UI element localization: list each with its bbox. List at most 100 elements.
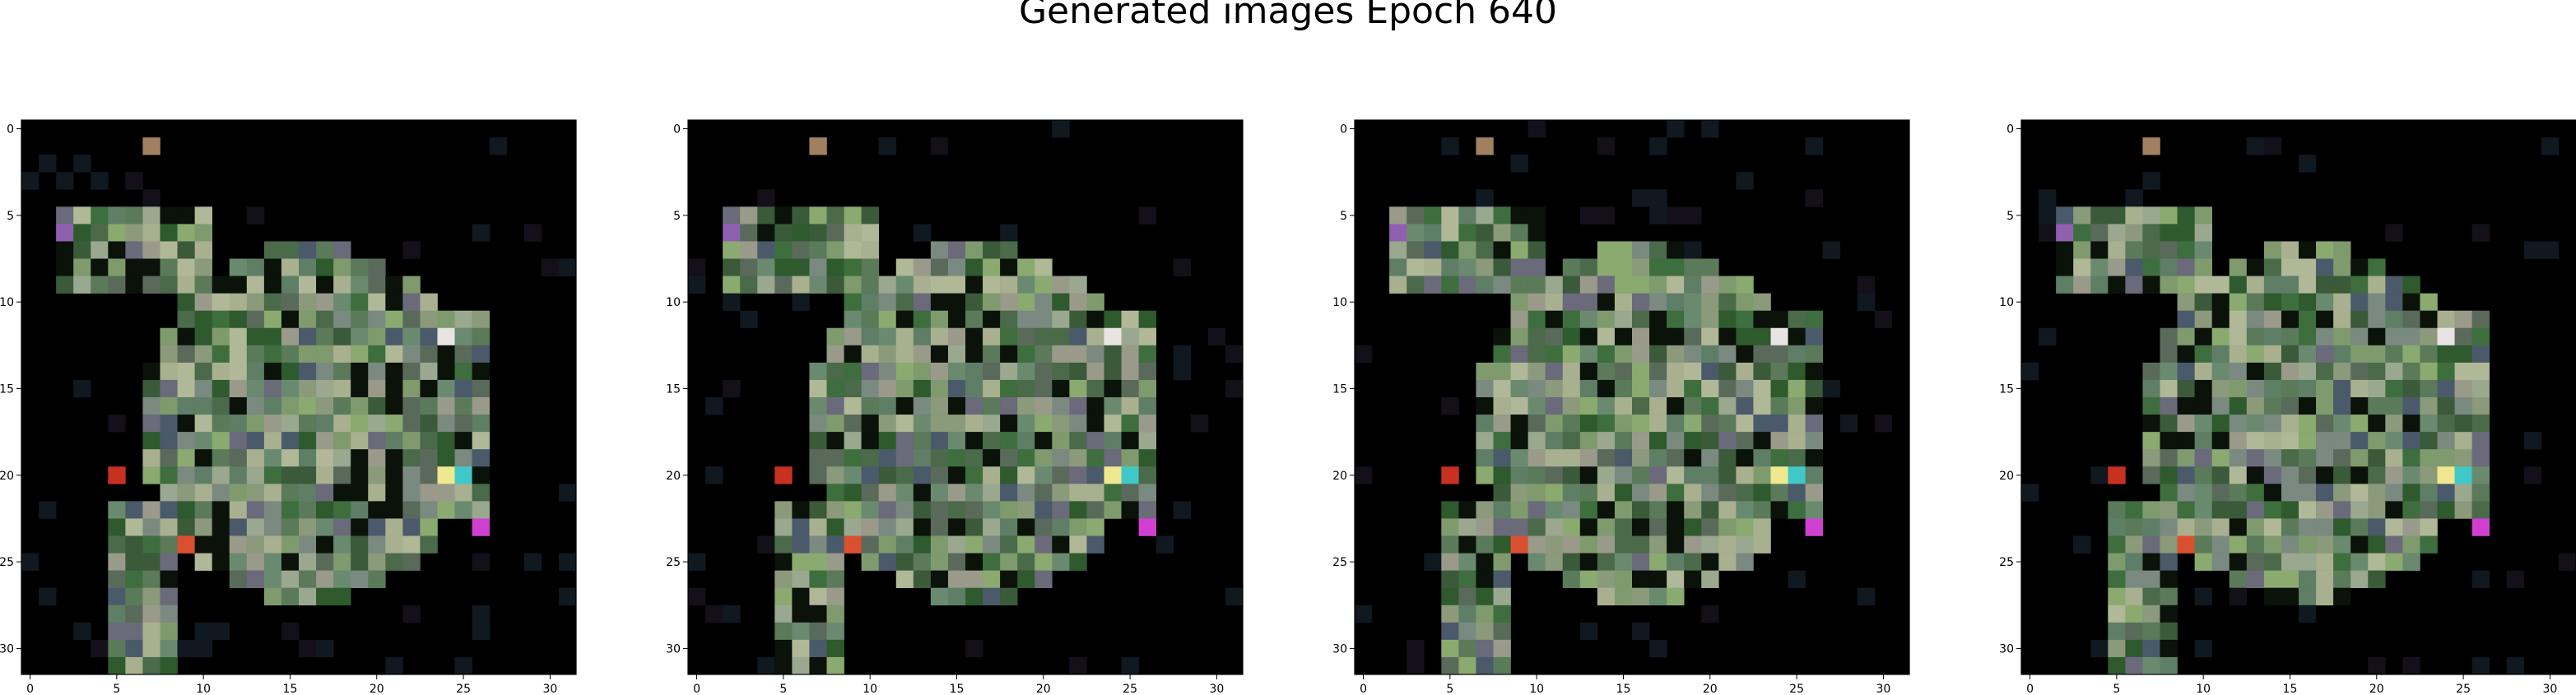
pixel (826, 622, 844, 641)
pixel (1441, 206, 1459, 225)
pixel (2229, 293, 2248, 311)
pixel (1086, 466, 1104, 484)
pixel (402, 310, 421, 329)
pixel (1684, 362, 1702, 381)
pixel (2108, 535, 2126, 554)
pixel (1424, 206, 1442, 225)
pixel (1632, 241, 1650, 259)
pixel (2368, 327, 2386, 346)
pixel (2368, 397, 2386, 415)
pixel (1121, 432, 1139, 450)
pixel (792, 276, 810, 294)
pixel (2263, 570, 2282, 588)
pixel (1614, 570, 1633, 588)
pixel (2437, 466, 2455, 484)
pixel (947, 432, 966, 450)
pixel (194, 224, 212, 242)
pixel (2160, 345, 2178, 364)
pixel (1614, 535, 1633, 554)
pixel (212, 432, 230, 450)
y-tick-label: 5 (673, 210, 681, 223)
pixel (194, 622, 212, 641)
pixel (1035, 327, 1053, 346)
pixel (1684, 501, 1702, 519)
pixel (2263, 241, 2282, 259)
pixel (2385, 379, 2403, 398)
pixel (1086, 379, 1104, 398)
pixel (930, 432, 949, 450)
pixel (402, 553, 421, 571)
pixel (2142, 553, 2160, 571)
pixel (809, 362, 827, 381)
pixel (1614, 397, 1633, 415)
pixel (1069, 327, 1087, 346)
pixel (1736, 415, 1754, 433)
pixel (91, 258, 109, 276)
pixel (2160, 362, 2178, 381)
pixel (1458, 656, 1476, 675)
pixel (1545, 310, 1564, 329)
pixel (2299, 397, 2317, 415)
x-tick-label: 5 (113, 683, 120, 695)
pixel (826, 258, 844, 276)
pixel (1493, 501, 1511, 519)
pixel (316, 293, 334, 311)
pixel (2160, 379, 2178, 398)
pixel (2471, 449, 2490, 467)
pixel (212, 622, 230, 641)
pixel (1086, 535, 1104, 554)
pixel (1788, 501, 1806, 519)
pixel (281, 553, 300, 571)
pixel (965, 639, 983, 658)
pixel (333, 484, 351, 502)
pixel (2125, 501, 2143, 519)
pixel (1701, 397, 1719, 415)
pixel (246, 570, 265, 588)
pixel (108, 605, 126, 623)
pixel (351, 432, 369, 450)
pixel (333, 449, 351, 467)
pixel (2523, 241, 2542, 259)
pixel (1493, 362, 1511, 381)
pixel (402, 535, 421, 554)
pixel (229, 570, 248, 588)
pixel (177, 484, 195, 502)
y-tick-label: 30 (1999, 642, 2014, 656)
pixel (826, 362, 844, 381)
pixel (558, 258, 577, 276)
pixel (1579, 379, 1598, 398)
pixel (1510, 466, 1528, 484)
pixel (2142, 449, 2160, 467)
pixel (246, 466, 265, 484)
pixel (2299, 432, 2317, 450)
pixel (1104, 484, 1122, 502)
pixel (792, 518, 810, 536)
pixel (1667, 206, 1685, 225)
pixel (2211, 466, 2230, 484)
pixel (1649, 137, 1667, 155)
pixel (2506, 570, 2525, 588)
pixel (212, 518, 230, 536)
pixel (2211, 310, 2230, 329)
pixel (1753, 518, 1771, 536)
pixel (1476, 379, 1494, 398)
pixel (792, 639, 810, 658)
pixel (2229, 535, 2248, 554)
pixel (333, 258, 351, 276)
pixel (1562, 276, 1581, 294)
pixel (1052, 415, 1070, 433)
y-tick-label: 0 (673, 123, 681, 137)
pixel (1718, 345, 1737, 364)
pixel (913, 518, 932, 536)
pixel (2263, 587, 2282, 606)
pixel (878, 362, 897, 381)
pixel (2506, 656, 2525, 675)
pixel (2420, 415, 2438, 433)
panel-frame (2020, 119, 2576, 675)
pixel (1684, 379, 1702, 398)
pixel (73, 622, 91, 641)
pixel (2177, 345, 2195, 364)
pixel (2125, 587, 2143, 606)
pixel (2263, 276, 2282, 294)
